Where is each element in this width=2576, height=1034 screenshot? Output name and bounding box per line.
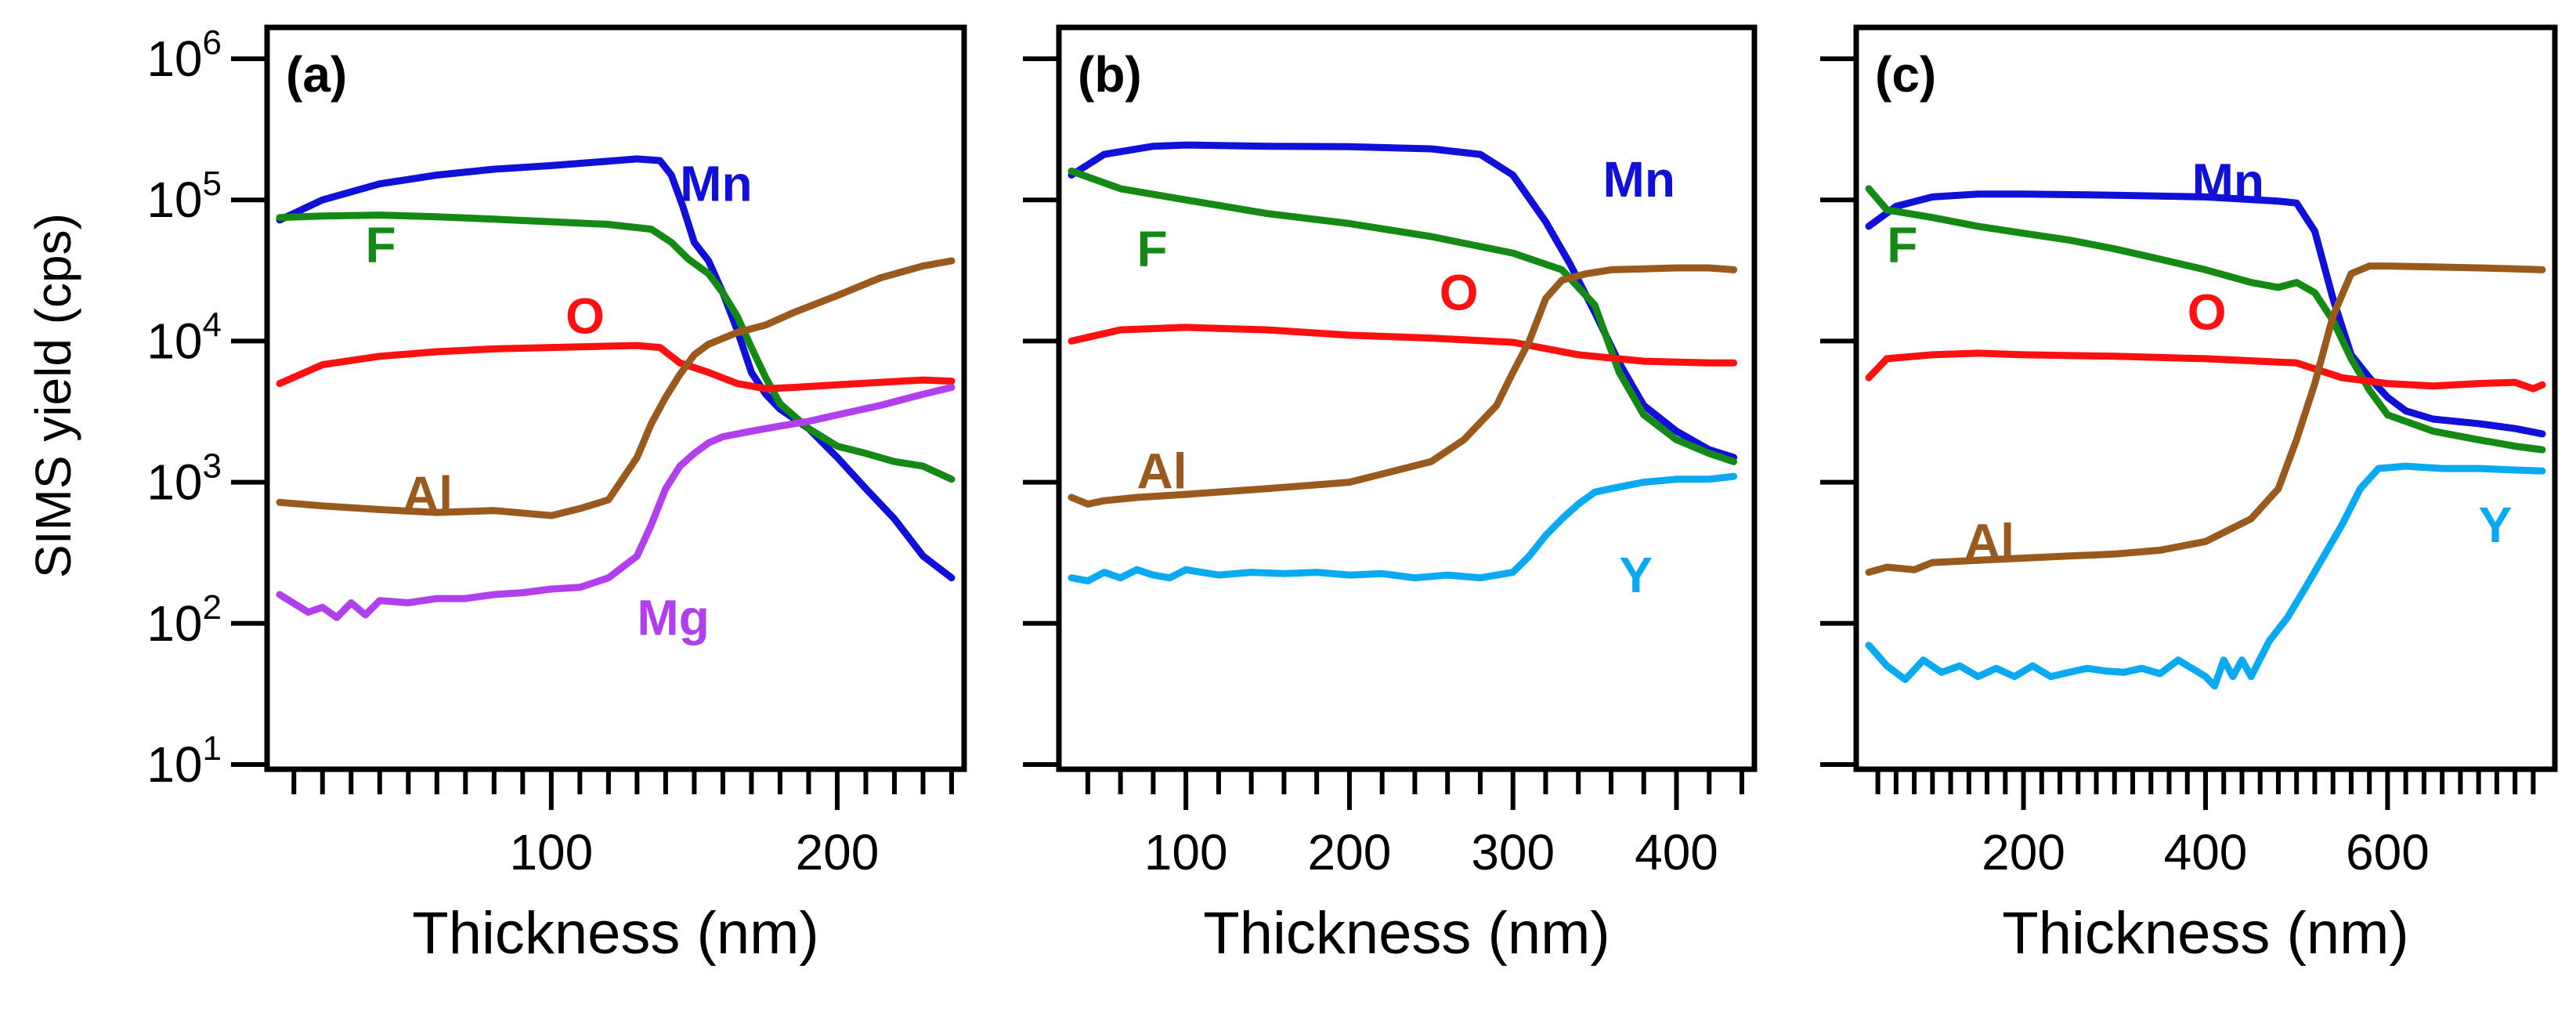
panel-3-series-label-y: Y [2479,497,2513,553]
panel-1-panel-label: (a) [286,46,347,103]
panel-1-series-label-mg: Mg [637,589,709,645]
panel-c: 200 400 600 Thickness (nm) (c) Mn F O Al Y [1820,24,2558,967]
panel-2-x-tick-label-200: 200 [1308,824,1392,880]
panel-3-panel-label: (c) [1875,46,1936,103]
panel-3-series-line-mn [1865,190,2546,438]
panel-1-y-tick-label: 105 [146,164,222,228]
panel-b: 100 200 300 400 Thickness (nm) (b) Mn F O Al Y [1023,24,1758,967]
panel-1-x-axis-label: Thickness (nm) [412,900,818,967]
panel-1-series-line-f [276,212,956,483]
panel-2-series-label-mn: Mn [1603,151,1675,208]
panel-1-series-label-mn: Mn [680,156,752,212]
panel-3-series-line-f [1865,185,2546,454]
panel-2-series-line-y [1068,472,1738,585]
panel-3-series-label-al: Al [1964,513,2014,569]
panel-3-series-label-o: O [2188,284,2227,341]
panel-3-series-line-al [1865,262,2546,577]
panel-3-x-axis-label: Thickness (nm) [2002,900,2408,967]
panel-3-series-line-y [1865,462,2546,690]
panel-2-panel-label: (b) [1078,46,1142,103]
panel-1-series-label-al: Al [403,466,453,522]
panel-3-x-tick-label-400: 400 [2164,824,2248,880]
panel-1-x-tick-label-200: 200 [796,824,880,880]
panel-2-series-label-y: Y [1619,547,1653,603]
panel-1-y-tick-label: 104 [146,306,222,369]
panel-2-x-tick-label-400: 400 [1635,824,1718,880]
panel-2-x-tick-label-300: 300 [1471,824,1555,880]
panel-3-series-line-o [1865,349,2546,392]
panel-1-y-tick-label: 101 [146,729,222,793]
panel-1-y-tick-label: 106 [146,24,222,87]
panel-2-x-tick-label-100: 100 [1144,824,1228,880]
y-axis-label: SIMS yield (cps) [25,213,81,578]
panel-3-x-tick-label-200: 200 [1982,824,2065,880]
panel-1-plot-frame [264,24,967,772]
panel-1-y-tick-label: 103 [146,447,222,511]
panel-2-series-line-f [1068,167,1738,465]
panel-1-series-line-o [276,342,956,392]
panel-1-y-tick-label: 102 [146,588,222,652]
panel-1-series-line-al [276,257,956,519]
panel-2-series-label-al: Al [1137,443,1187,499]
panel-2-series-line-al [1068,264,1738,508]
panel-1-series-line-mn [276,155,956,582]
panel-1-series-line-mg [276,384,956,621]
panel-2-series-label-f: F [1137,221,1168,277]
panel-1-series-label-f: F [366,217,396,273]
panel-2-x-axis-label: Thickness (nm) [1203,900,1610,967]
panel-2-series-line-o [1068,324,1738,367]
panel-2-plot-frame [1056,24,1758,772]
panel-a: 101 102 103 104 105 106 100 200 Thickness (nm) (a… [146,24,967,967]
panel-3-series-label-f: F [1887,217,1917,273]
panel-2-series-line-mn [1068,141,1738,461]
panel-2-series-label-o: O [1440,265,1479,321]
panel-3-plot-frame [1853,24,2558,772]
panel-1-x-tick-label-100: 100 [509,824,593,880]
panel-1-series-label-o: O [565,288,605,345]
panel-3-series-label-mn: Mn [2192,154,2264,210]
panel-3-x-tick-label-600: 600 [2346,824,2430,880]
